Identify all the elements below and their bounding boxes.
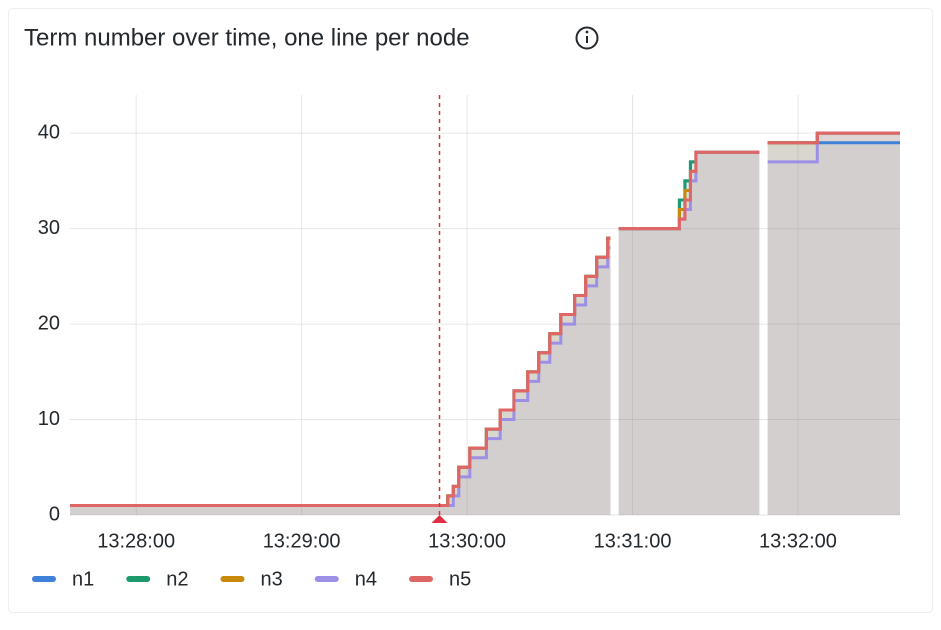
y-tick-label: 10 <box>38 408 60 430</box>
series-area <box>70 133 900 515</box>
x-tick-label: 13:28:00 <box>97 530 175 552</box>
y-tick-label: 40 <box>38 121 60 143</box>
y-tick-label: 30 <box>38 217 60 239</box>
legend-swatch[interactable] <box>314 576 339 582</box>
legend-label[interactable]: n1 <box>72 568 94 590</box>
legend-swatch[interactable] <box>126 576 151 582</box>
series-area <box>70 133 900 515</box>
x-tick-label: 13:30:00 <box>428 530 506 552</box>
legend-swatch[interactable] <box>32 576 56 582</box>
series-area <box>70 133 900 515</box>
annotation-marker <box>431 515 448 523</box>
lines <box>70 131 900 507</box>
legend-label[interactable]: n2 <box>166 568 188 590</box>
y-tick-label: 20 <box>38 312 60 334</box>
legend-label[interactable]: n4 <box>355 568 377 590</box>
legend-swatch[interactable] <box>409 576 433 582</box>
panel-title: Term number over time, one line per node <box>24 24 470 51</box>
panel-border <box>8 8 933 613</box>
legend-swatch[interactable] <box>220 576 245 582</box>
x-tick-label: 13:32:00 <box>759 530 837 552</box>
info-icon[interactable] <box>575 26 599 50</box>
info-circle[interactable] <box>575 26 599 50</box>
series-area <box>70 133 900 515</box>
x-tick-label: 13:29:00 <box>263 530 341 552</box>
y-tick-label: 0 <box>49 503 60 525</box>
legend-label[interactable]: n5 <box>449 568 471 590</box>
areas <box>70 133 900 515</box>
legend-label[interactable]: n3 <box>261 568 283 590</box>
series-line <box>70 131 900 507</box>
x-tick-label: 13:31:00 <box>594 530 672 552</box>
series-area <box>70 142 900 515</box>
info-dot[interactable] <box>585 30 589 34</box>
